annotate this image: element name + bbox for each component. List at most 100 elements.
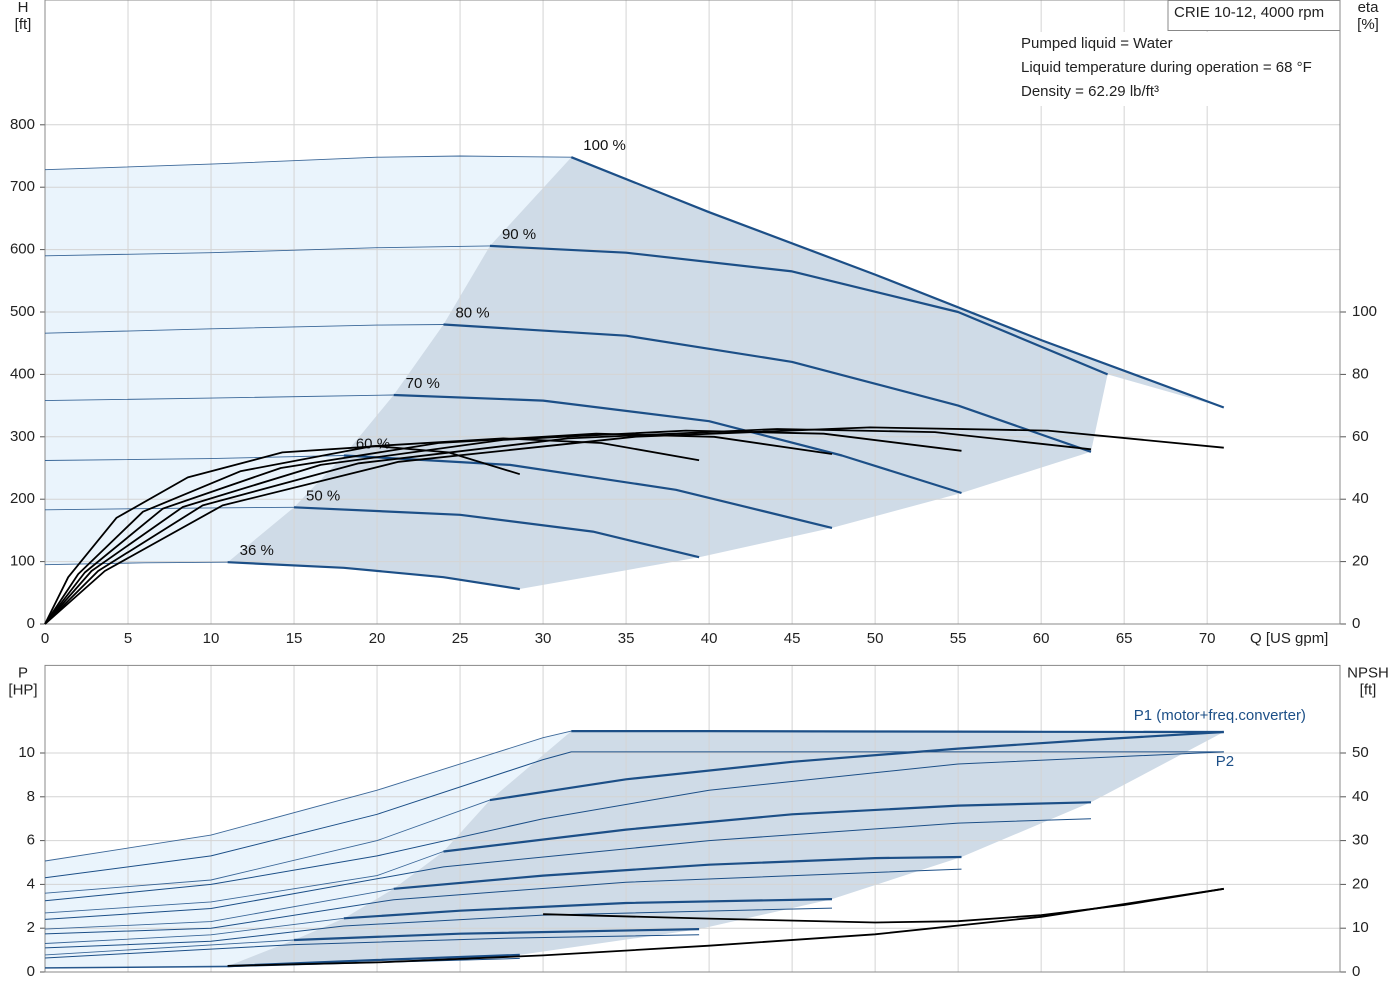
curve <box>489 730 1224 802</box>
y2-tick-label: 0 <box>1352 963 1360 980</box>
y2-tick-label: 30 <box>1352 832 1369 849</box>
y-tick-label: 0 <box>27 963 35 980</box>
curve <box>393 855 962 890</box>
x-tick-label: 35 <box>618 630 635 647</box>
x-tick-label: 50 <box>867 630 884 647</box>
y-tick-label: 600 <box>10 241 35 258</box>
curve-label: 60 % <box>356 435 390 452</box>
note: Pumped liquid = Water <box>1021 35 1173 52</box>
curve-extension <box>44 324 444 334</box>
y-tick-label: 100 <box>10 553 35 570</box>
title-box <box>1167 0 1341 31</box>
curve-extension <box>44 730 572 862</box>
y2-tick-label: 10 <box>1352 919 1369 936</box>
x-tick-label: 20 <box>369 630 386 647</box>
y2-tick-label: 50 <box>1352 744 1369 761</box>
y2-tick-label: 0 <box>1352 615 1360 632</box>
curve <box>44 934 700 959</box>
operating-area <box>227 731 1224 967</box>
curve <box>44 751 1224 879</box>
y-tick-label: 800 <box>10 116 35 133</box>
y2-tick-label: 40 <box>1352 788 1369 805</box>
note: Liquid temperature during operation = 68… <box>1021 59 1312 76</box>
y2-axis-unit: [ft] <box>1360 681 1377 698</box>
y2-tick-label: 80 <box>1352 365 1369 382</box>
y-tick-label: 400 <box>10 365 35 382</box>
x-tick-label: 40 <box>701 630 718 647</box>
notes-background <box>1012 32 1338 106</box>
curve <box>293 506 700 559</box>
curve-extension <box>44 245 490 257</box>
curve-label: 50 % <box>306 487 340 504</box>
curve-label: 36 % <box>240 542 274 559</box>
y2-axis-label: eta <box>1358 0 1380 16</box>
curve <box>343 454 833 529</box>
y-tick-label: 10 <box>18 744 35 761</box>
x-tick-label: 45 <box>784 630 801 647</box>
curve-extension <box>44 799 491 894</box>
curve <box>571 730 1224 734</box>
curve-extension <box>44 155 572 171</box>
curve <box>443 323 1092 453</box>
y-axis-label: P <box>18 664 28 681</box>
x-tick-label: 15 <box>286 630 303 647</box>
curve <box>44 907 833 949</box>
curve-extension <box>44 965 228 969</box>
operating-area <box>227 157 1224 590</box>
curve <box>489 244 1109 376</box>
curve <box>570 156 1225 409</box>
x-tick-label: 25 <box>452 630 469 647</box>
eta-curve <box>44 437 700 625</box>
curve-extension <box>44 851 444 914</box>
x-tick-label: 65 <box>1116 630 1133 647</box>
eta-curve <box>227 887 1224 967</box>
curve-extension <box>44 506 295 511</box>
curve-extension <box>44 888 394 930</box>
y2-tick-label: 100 <box>1352 303 1377 320</box>
curve-label: P2 <box>1216 753 1234 770</box>
y-axis-unit: [ft] <box>15 16 32 33</box>
y2-axis-unit: [%] <box>1357 16 1379 33</box>
curve <box>44 868 962 935</box>
y-tick-label: 6 <box>27 832 35 849</box>
y-axis-label: H <box>18 0 29 16</box>
curve <box>343 898 833 920</box>
y-tick-label: 300 <box>10 428 35 445</box>
curve <box>44 751 1224 902</box>
x-axis-label: Q [US gpm] <box>1250 630 1328 647</box>
curve-label: 90 % <box>502 226 536 243</box>
y2-tick-label: 20 <box>1352 875 1369 892</box>
y2-axis-label: NPSH <box>1347 664 1389 681</box>
curve <box>44 818 1092 920</box>
x-tick-label: 10 <box>203 630 220 647</box>
eta-curve <box>44 428 1092 625</box>
plot-frame <box>44 0 1341 625</box>
y2-tick-label: 20 <box>1352 553 1369 570</box>
y-tick-label: 500 <box>10 303 35 320</box>
x-tick-label: 60 <box>1033 630 1050 647</box>
curve-extension <box>44 455 344 461</box>
chart-title: CRIE 10-12, 4000 rpm <box>1174 4 1324 21</box>
x-tick-label: 0 <box>41 630 49 647</box>
y-tick-label: 4 <box>27 875 35 892</box>
curve-extension <box>44 917 344 944</box>
curve-label: 100 % <box>583 137 626 154</box>
eta-curve <box>44 426 1224 625</box>
y2-tick-label: 40 <box>1352 490 1369 507</box>
eta-curve <box>44 445 521 625</box>
x-tick-label: 70 <box>1199 630 1216 647</box>
note: Density = 62.29 lb/ft³ <box>1021 83 1159 100</box>
eta-curve <box>44 432 833 625</box>
extension-area <box>45 156 572 565</box>
curve-extension <box>44 394 394 402</box>
curve-label: 80 % <box>455 304 489 321</box>
plot-frame <box>44 664 1341 973</box>
curve-extension <box>44 939 295 956</box>
extension-area <box>45 731 572 968</box>
y-tick-label: 2 <box>27 919 35 936</box>
curve <box>227 561 520 591</box>
x-tick-label: 55 <box>950 630 967 647</box>
y-tick-label: 0 <box>27 615 35 632</box>
y-tick-label: 8 <box>27 788 35 805</box>
